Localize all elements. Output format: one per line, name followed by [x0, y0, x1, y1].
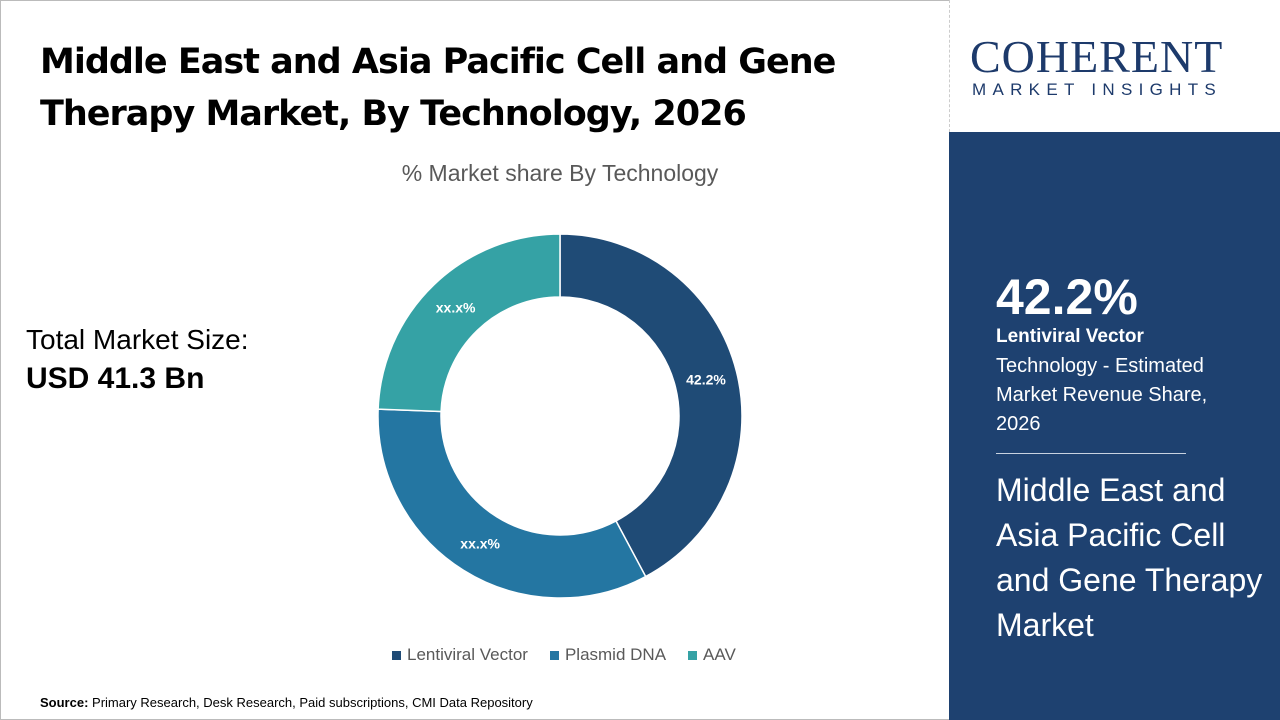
highlight-description: Technology - Estimated Market Revenue Sh…: [996, 355, 1208, 435]
source-label: Source:: [40, 695, 89, 710]
total-market-label: Total Market Size:: [26, 324, 249, 355]
logo: COHERENT MARKET INSIGHTS: [949, 0, 1280, 132]
legend-swatch: [392, 651, 401, 660]
legend-item-plasmid: Plasmid DNA: [549, 645, 667, 665]
logo-sub: MARKET INSIGHTS: [972, 80, 1223, 99]
legend-label: Plasmid DNA: [564, 645, 667, 664]
data-label: 42.2%: [686, 371, 726, 387]
highlight-segment: Lentiviral Vector: [996, 326, 1144, 347]
legend-label: Lentiviral Vector: [407, 645, 528, 664]
total-market-value: USD 41.3 Bn: [26, 362, 205, 395]
divider: [996, 453, 1186, 454]
data-label: xx.x%: [460, 536, 500, 552]
highlight-panel: [949, 132, 1280, 720]
page-title: Middle East and Asia Pacific Cell and Ge…: [40, 42, 836, 134]
legend-item-aav: AAV: [688, 645, 736, 665]
donut-slice-plasmid-dna: [377, 408, 647, 599]
source-text: Primary Research, Desk Research, Paid su…: [88, 695, 533, 710]
chart-title: % Market share By Technology: [401, 160, 719, 186]
donut-chart: 42.2% xx.x% xx.x%: [377, 233, 743, 599]
donut-slice-aav: [377, 233, 561, 413]
highlight-market-name: Middle East and Asia Pacific Cell and Ge…: [996, 472, 1263, 643]
legend-swatch: [549, 651, 559, 660]
legend-item-lentiviral: Lentiviral Vector: [392, 645, 528, 665]
legend-label: AAV: [703, 645, 736, 664]
source-note: Source: Primary Research, Desk Research,…: [40, 695, 533, 710]
legend: Lentiviral Vector Plasmid DNA AAV: [392, 645, 736, 665]
logo-main: COHERENT: [970, 31, 1224, 82]
donut-slice-lentiviral-vector: [559, 233, 743, 578]
legend-swatch: [688, 651, 698, 660]
data-label: xx.x%: [436, 300, 476, 316]
highlight-percent: 42.2%: [996, 269, 1138, 325]
